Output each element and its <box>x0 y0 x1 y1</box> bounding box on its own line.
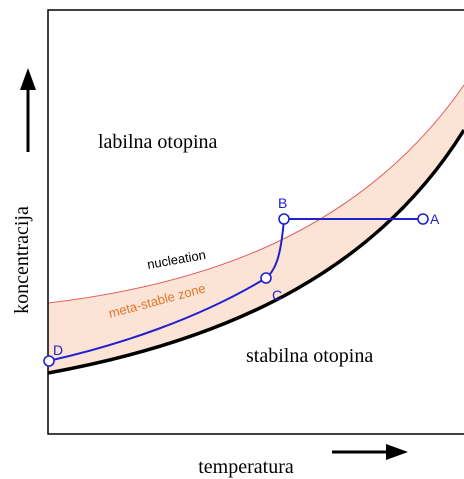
point-d-label: D <box>53 342 63 358</box>
process-path <box>47 218 423 362</box>
point-d-marker <box>43 355 55 367</box>
x-axis-arrow <box>332 444 408 460</box>
y-axis-arrow <box>20 68 36 152</box>
point-c-label: C <box>272 287 282 303</box>
stable-region-label: stabilna otopina <box>246 345 373 367</box>
nucleation-curve <box>48 84 464 304</box>
plot-frame <box>47 9 464 435</box>
point-a-marker <box>417 213 429 225</box>
point-b-label: B <box>278 195 287 211</box>
x-axis-label: temperatura <box>198 456 294 478</box>
labile-region-label: labilna otopina <box>98 131 218 153</box>
nucleation-label: nucleation <box>146 247 207 272</box>
point-a-label: A <box>430 211 440 227</box>
y-axis-label: koncentracija <box>11 206 33 314</box>
point-c-marker <box>260 272 272 284</box>
metastable-zone-fill <box>48 85 464 373</box>
point-b-marker <box>278 213 290 225</box>
solubility-curve <box>48 129 464 375</box>
